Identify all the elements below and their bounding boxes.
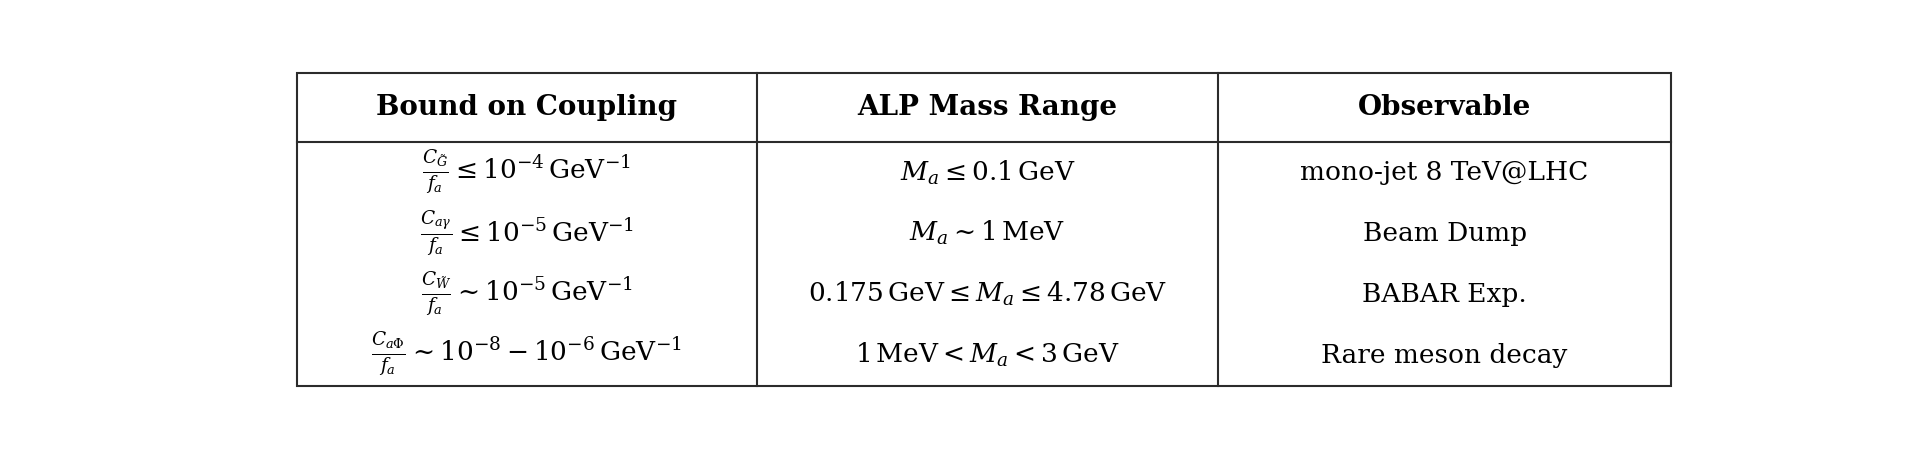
Text: Rare meson decay: Rare meson decay bbox=[1321, 343, 1569, 368]
Text: Beam Dump: Beam Dump bbox=[1363, 221, 1526, 246]
Text: ALP Mass Range: ALP Mass Range bbox=[858, 94, 1117, 121]
Text: $0.175\,\mathrm{GeV} \leq M_a \leq 4.78\,\mathrm{GeV}$: $0.175\,\mathrm{GeV} \leq M_a \leq 4.78\… bbox=[808, 280, 1167, 308]
Text: $\frac{C_{\tilde{W}}}{f_a} \sim 10^{-5}\,\mathrm{GeV}^{-1}$: $\frac{C_{\tilde{W}}}{f_a} \sim 10^{-5}\… bbox=[420, 270, 634, 318]
Text: $1\,\mathrm{MeV} < M_a < 3\,\mathrm{GeV}$: $1\,\mathrm{MeV} < M_a < 3\,\mathrm{GeV}… bbox=[854, 341, 1119, 369]
Text: Observable: Observable bbox=[1357, 94, 1532, 121]
Text: mono-jet 8 TeV@LHC: mono-jet 8 TeV@LHC bbox=[1300, 160, 1588, 185]
Text: $M_a \sim 1\,\mathrm{MeV}$: $M_a \sim 1\,\mathrm{MeV}$ bbox=[910, 219, 1066, 248]
Text: $M_a \leq 0.1\,\mathrm{GeV}$: $M_a \leq 0.1\,\mathrm{GeV}$ bbox=[900, 158, 1075, 187]
Text: BABAR Exp.: BABAR Exp. bbox=[1361, 282, 1526, 307]
Text: $\frac{C_{a\Phi}}{f_a} \sim 10^{-8} - 10^{-6}\,\mathrm{GeV}^{-1}$: $\frac{C_{a\Phi}}{f_a} \sim 10^{-8} - 10… bbox=[371, 331, 682, 379]
Text: Bound on Coupling: Bound on Coupling bbox=[376, 94, 678, 121]
Text: $\frac{C_{\tilde{G}}}{f_a} \leq 10^{-4}\,\mathrm{GeV}^{-1}$: $\frac{C_{\tilde{G}}}{f_a} \leq 10^{-4}\… bbox=[422, 148, 632, 197]
Text: $\frac{C_{a\gamma}}{f_a} \leq 10^{-5}\,\mathrm{GeV}^{-1}$: $\frac{C_{a\gamma}}{f_a} \leq 10^{-5}\,\… bbox=[420, 208, 634, 259]
